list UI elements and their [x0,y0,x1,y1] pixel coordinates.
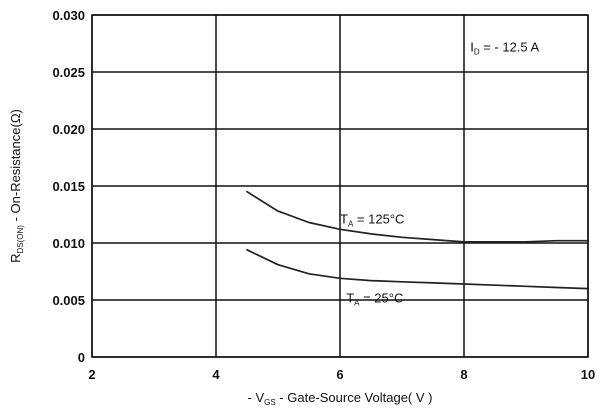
series-line [246,248,589,290]
y-tick-label: 0.025 [52,65,85,80]
x-axis-title: - VGS - Gate-Source Voltage( V ) [248,390,433,407]
annotation-label: ID = - 12.5 A [470,39,539,56]
x-tick-label: 8 [460,367,467,382]
y-tick-label: 0.005 [52,293,85,308]
x-tick-label: 2 [88,367,95,382]
x-tick-label: 10 [581,367,595,382]
plot-frame [91,14,589,358]
series-line [246,190,589,243]
tick-label-layer: 2 4 6 8 10 0 0.005 0.010 0.015 0.020 0.025 0.030 [52,8,595,382]
series-layer [246,190,589,290]
annotation-label: TA = 125°C [340,212,404,229]
grid-layer [91,14,589,358]
y-tick-label: 0 [78,350,85,365]
y-tick-label: 0.015 [52,179,85,194]
annotation-layer: ID = - 12.5 A TA = 125°C TA = 25°C [340,39,540,307]
x-tick-label: 4 [212,367,220,382]
y-tick-label: 0.030 [52,8,85,23]
x-tick-label: 6 [336,367,343,382]
y-tick-label: 0.020 [52,122,85,137]
y-tick-label: 0.010 [52,236,85,251]
annotation-label: TA = 25°C [346,290,403,307]
y-axis-title: RDS(ON) - On-Resistance(Ω) [8,109,25,263]
